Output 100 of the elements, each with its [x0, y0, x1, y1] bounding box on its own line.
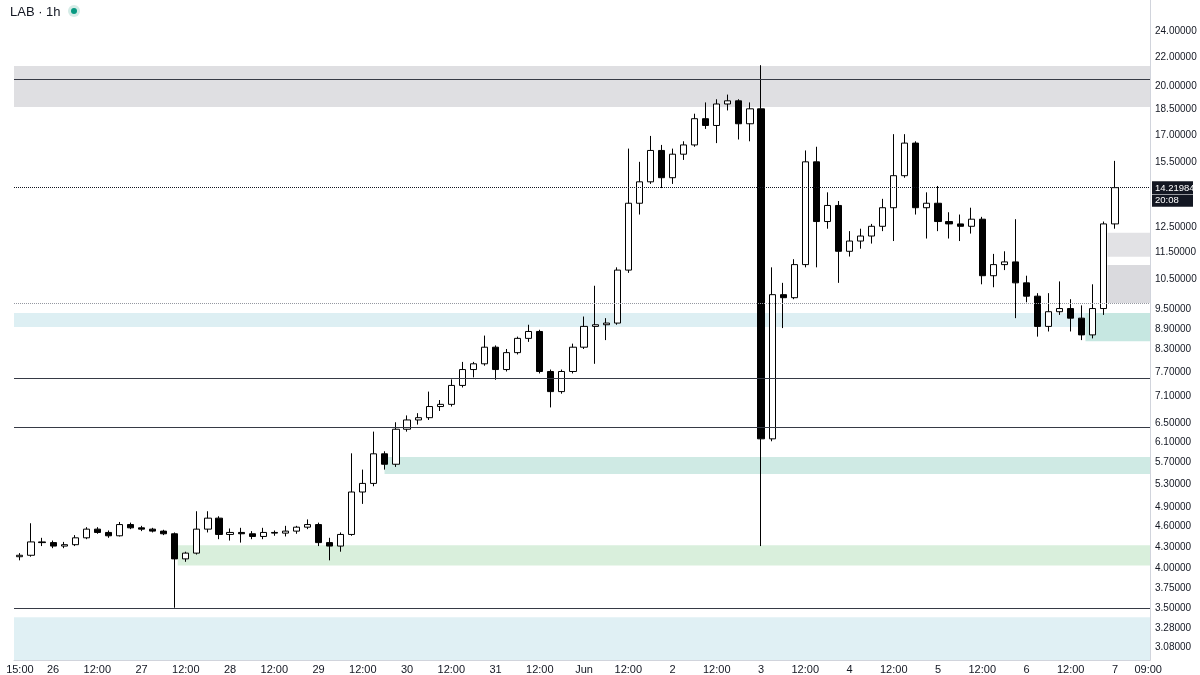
- candlestick: [547, 369, 554, 408]
- candlestick: [835, 200, 842, 284]
- candlestick: [536, 329, 543, 374]
- candlestick: [857, 228, 864, 250]
- candlestick: [1001, 250, 1008, 271]
- candlestick: [957, 214, 964, 242]
- candlestick: [769, 266, 776, 442]
- candlestick: [370, 431, 377, 487]
- candlestick: [592, 285, 599, 365]
- candlestick: [901, 133, 908, 179]
- candlestick: [968, 207, 975, 235]
- candlestick: [94, 526, 101, 535]
- x-tick-label: 29: [312, 662, 325, 675]
- y-tick-label: 4.00000: [1155, 562, 1192, 574]
- x-tick-label: 5: [934, 662, 942, 675]
- candlestick: [1100, 221, 1107, 316]
- candlestick: [735, 98, 742, 140]
- y-tick-label: 8.90000: [1155, 322, 1192, 334]
- candlestick: [282, 525, 289, 537]
- candlestick: [326, 537, 333, 561]
- text: 20:08: [1155, 194, 1179, 206]
- candlestick: [757, 64, 765, 547]
- candlestick: [713, 98, 720, 144]
- candlestick: [127, 522, 134, 530]
- candlestick: [260, 527, 267, 540]
- x-tick-label: 12:00: [260, 662, 289, 675]
- y-tick-label: 4.90000: [1155, 501, 1192, 513]
- candlestick: [448, 378, 455, 408]
- candlestick: [780, 282, 787, 329]
- x-tick-label: 12:00: [791, 662, 820, 675]
- candlestick: [890, 133, 897, 242]
- x-tick-label: 12:00: [172, 662, 200, 675]
- candlestick: [481, 335, 488, 367]
- y-tick-label: 9.50000: [1155, 303, 1192, 315]
- candlestick: [614, 266, 621, 326]
- y-tick-label: 8.30000: [1155, 343, 1192, 355]
- candlestick: [226, 527, 234, 542]
- candlestick: [337, 531, 344, 553]
- candlestick: [116, 521, 123, 537]
- y-tick-label: 3.28000: [1155, 621, 1192, 633]
- x-tick-label: 30: [400, 662, 414, 675]
- candlestick: [249, 530, 256, 540]
- candlestick: [691, 113, 698, 148]
- candlestick: [293, 525, 300, 535]
- y-tick-label: 6.10000: [1155, 435, 1192, 447]
- candlestick: [1089, 283, 1096, 339]
- x-tick-label: 7: [1111, 662, 1119, 675]
- candlestick: [1078, 304, 1085, 341]
- candlestick: [514, 336, 521, 355]
- y-tick-label: 20.00000: [1155, 79, 1198, 91]
- y-tick-label: 10.50000: [1155, 273, 1198, 285]
- y-tick-label: 4.60000: [1155, 520, 1192, 532]
- candlestick: [403, 414, 411, 433]
- candlestick: [802, 149, 809, 268]
- x-tick-label: 28: [223, 662, 237, 675]
- y-tick-label: 17.00000: [1155, 128, 1198, 140]
- y-tick-label: 18.50000: [1155, 103, 1198, 115]
- candlestick: [160, 529, 167, 536]
- candlestick: [315, 522, 322, 547]
- x-tick-label: 2: [669, 662, 676, 675]
- candlestick: [61, 541, 68, 549]
- candlestick: [392, 421, 400, 468]
- candlestick: [1067, 298, 1074, 332]
- x-tick-label: 12:00: [703, 662, 731, 675]
- candlestick: [824, 191, 831, 230]
- candlestick: [791, 258, 798, 300]
- candlestick: [1111, 160, 1119, 230]
- candlestick: [470, 361, 477, 378]
- candlestick: [238, 527, 245, 544]
- candlestick: [1056, 280, 1063, 316]
- x-tick-label: 6: [1023, 662, 1030, 675]
- candlestick: [680, 140, 687, 161]
- candlestick: [381, 450, 388, 471]
- candlestick: [27, 522, 35, 558]
- x-tick-label: 4: [846, 662, 853, 675]
- candlestick: [746, 101, 754, 142]
- candlestick: [647, 135, 654, 185]
- candlestick: [492, 344, 499, 381]
- x-tick-label: 12:00: [437, 662, 466, 675]
- y-tick-label: 7.70000: [1155, 365, 1192, 377]
- x-tick-label: 3: [757, 662, 765, 675]
- candlestick: [868, 223, 875, 245]
- candlestick: [271, 529, 278, 537]
- candlestick: [658, 144, 665, 189]
- candlestick: [304, 518, 311, 530]
- x-tick-label: 15:00: [6, 662, 34, 675]
- y-tick-label: 6.50000: [1155, 416, 1192, 428]
- candlestick: [437, 399, 444, 412]
- candlestick: [912, 140, 919, 216]
- x-tick-label: 12:00: [614, 662, 643, 675]
- y-tick-label: 3.08000: [1155, 640, 1192, 652]
- y-tick-label: 12.50000: [1155, 220, 1198, 232]
- candlestick: [503, 348, 510, 372]
- candlestick: [426, 391, 433, 421]
- x-tick-label: 12:00: [968, 662, 996, 675]
- candlestick: [934, 185, 942, 232]
- candlestick: [138, 525, 145, 532]
- y-tick-label: 15.50000: [1155, 156, 1198, 168]
- candlestick: [1045, 292, 1052, 332]
- candlestick: [359, 469, 366, 505]
